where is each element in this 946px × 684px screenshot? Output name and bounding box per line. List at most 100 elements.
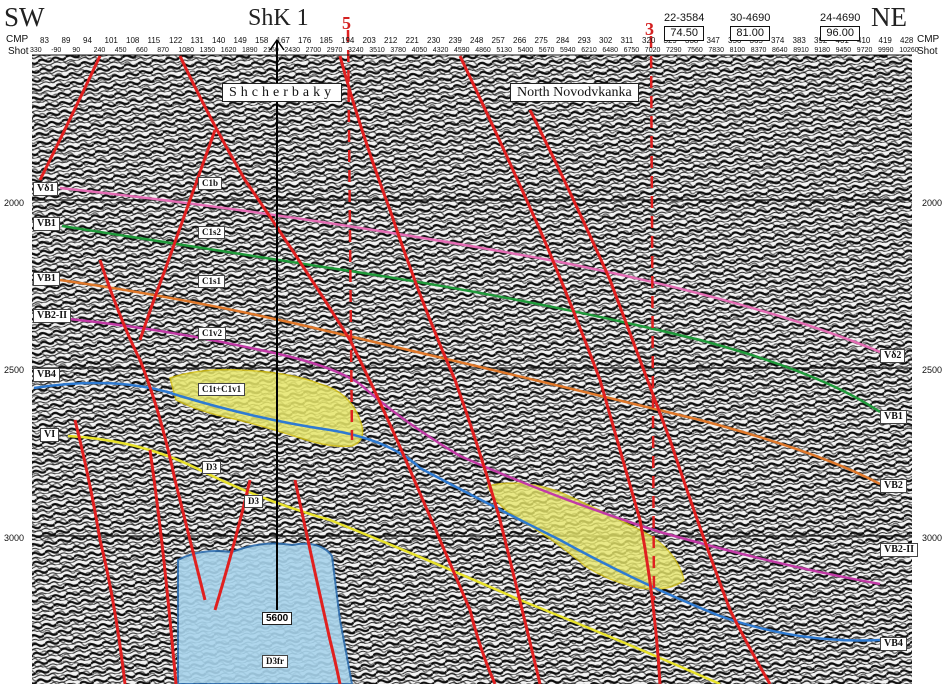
fault-line — [178, 55, 497, 684]
shot-value: 660 — [136, 47, 148, 54]
shot-label: Shot — [8, 46, 29, 57]
well-30-4690: 30-4690 81.00 — [730, 12, 771, 41]
cmp-value: 410 — [857, 36, 871, 45]
shot-value: 1350 — [199, 47, 216, 54]
well-name: 30-4690 — [730, 12, 771, 24]
shot-value: 4320 — [432, 47, 449, 54]
shot-value: -90 — [51, 47, 62, 54]
time-2500-left: 2500 — [4, 365, 25, 375]
horizon-vb2ii-magenta — [59, 316, 881, 586]
seismic-overlay — [32, 55, 912, 684]
cmp-value: 131 — [190, 36, 204, 45]
fault-line — [458, 55, 662, 684]
cmp-value: 221 — [405, 36, 419, 45]
horizon-label-vb4: VB4 — [33, 368, 60, 382]
cmp-value: 212 — [384, 36, 398, 45]
fault-line — [148, 449, 178, 684]
shot-value: 870 — [157, 47, 169, 54]
cmp-value: 275 — [534, 36, 548, 45]
shot-value: 2700 — [305, 47, 322, 54]
shot-value: 5400 — [517, 47, 534, 54]
area-label-text: North Novodvkanka — [517, 85, 632, 100]
time-3000-left: 3000 — [4, 533, 25, 543]
cmp-value: 185 — [319, 36, 333, 45]
horizon-label-vi: VI — [40, 428, 60, 442]
time-2000-right: 2000 — [922, 198, 943, 208]
cmp-value: 94 — [83, 36, 92, 45]
cmp-value: 194 — [341, 36, 355, 45]
shot-value: 6210 — [581, 47, 597, 54]
shot-value: 6480 — [602, 47, 618, 54]
cmp-value: 149 — [233, 36, 247, 45]
horizon-label-vb1-lower: VB1 — [33, 272, 60, 286]
fault-line — [528, 109, 772, 684]
shot-value: 5130 — [496, 47, 512, 54]
well-value: 96.00 — [820, 26, 861, 41]
shot-value: 7290 — [666, 47, 682, 54]
unit-label-c1b: C1b — [198, 177, 223, 190]
shot-value: 9720 — [856, 47, 873, 54]
horizon-label-vb2-ii-right: VB2-II — [880, 543, 919, 557]
shot-value: 240 — [93, 47, 106, 54]
well-name: 22-3584 — [664, 12, 705, 24]
shot-value: 4860 — [475, 47, 491, 54]
well-value: 81.00 — [730, 26, 771, 41]
horizon-label-vb1-right: VB1 — [880, 410, 907, 424]
shot-value: 9990 — [878, 47, 894, 54]
cmp-label: CMP — [6, 34, 29, 45]
unit-label-c1v2: C1v2 — [198, 327, 226, 340]
well-22-3584: 22-3584 74.50 — [664, 12, 705, 41]
fault-line — [38, 55, 102, 181]
unit-label-d3-b: D3 — [244, 495, 263, 508]
cmp-value: 108 — [126, 36, 140, 45]
shot-value: 330 — [30, 47, 42, 54]
well-24-4690: 24-4690 96.00 — [820, 12, 861, 41]
cmp-value: 122 — [169, 36, 183, 45]
cmp-value: 311 — [620, 36, 634, 45]
cmp-value: 140 — [212, 36, 226, 45]
cmp-value: 101 — [104, 36, 118, 45]
fault-label-3: 3 — [645, 19, 654, 39]
horizon-label-vb2-right: VB2 — [880, 479, 907, 493]
shot-value: 2160 — [263, 47, 279, 54]
area-label-text: Shcherbaky — [229, 85, 336, 100]
area-label-north-novodvkanka: North Novodvkanka — [510, 83, 639, 103]
shot-value: 7020 — [644, 47, 661, 54]
shot-value: 7830 — [708, 47, 724, 54]
unit-label-d3-a: D3 — [202, 461, 221, 474]
well-title: ShK 1 — [248, 5, 309, 31]
cmp-value: 203 — [362, 36, 376, 45]
well-name: 24-4690 — [820, 12, 861, 24]
shot-value: 1620 — [220, 47, 237, 54]
shot-value: 2430 — [284, 47, 300, 54]
horizon-vb1-green — [61, 224, 881, 414]
horizon-label-vb4-right: VB4 — [880, 637, 907, 651]
area-label-shcherbaky: Shcherbaky — [222, 83, 343, 103]
shot-value: 4590 — [454, 47, 470, 54]
shot-value: 8100 — [729, 47, 746, 54]
cmp-value: 248 — [470, 36, 484, 45]
cmp-value: 230 — [427, 36, 441, 45]
cmp-value: 302 — [599, 36, 613, 45]
fault-label-5: 5 — [342, 13, 351, 33]
shot-value: 10260 — [899, 47, 919, 54]
cmp-value: 419 — [878, 36, 892, 45]
cmp-value: 89 — [61, 36, 71, 45]
horizon-vd — [59, 186, 881, 354]
cmp-value: 374 — [771, 36, 785, 45]
fault-line — [338, 55, 542, 684]
horizon-vb2-orange — [59, 278, 881, 486]
horizon-label-vd2: Vδ2 — [880, 349, 906, 363]
shot-value: 8370 — [750, 47, 767, 54]
cmp-label-right: CMP — [917, 34, 940, 45]
shot-value: 1890 — [242, 47, 258, 54]
cmp-value: 284 — [556, 36, 570, 45]
shot-value: 3240 — [348, 47, 364, 54]
fault-dashed-3 — [649, 35, 656, 601]
cmp-value: 176 — [298, 36, 312, 45]
fault-line — [293, 479, 342, 684]
well-head-icon — [269, 38, 285, 51]
shot-value: 5670 — [538, 47, 555, 54]
